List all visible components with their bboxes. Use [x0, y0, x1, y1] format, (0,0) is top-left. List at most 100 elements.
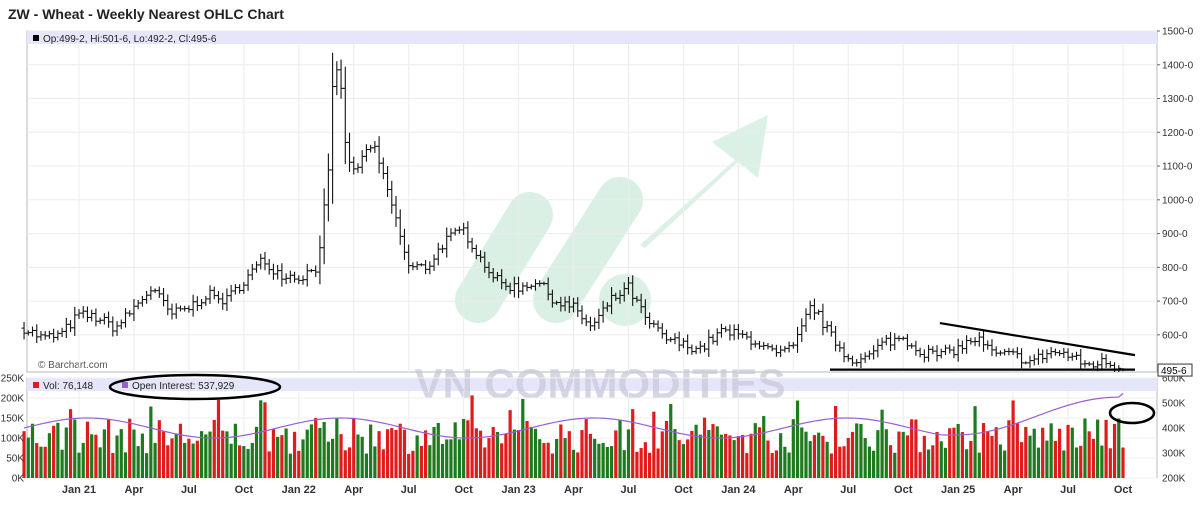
volume-bar	[698, 434, 702, 478]
volume-bar	[119, 429, 123, 478]
oi-tick-label: 600K	[1162, 374, 1186, 385]
volume-bar	[30, 423, 35, 478]
volume-bar	[64, 427, 68, 478]
volume-bar	[567, 431, 571, 478]
x-tick-label: Oct	[235, 484, 254, 496]
chart-title: ZW - Wheat - Weekly Nearest OHLC Chart	[8, 6, 284, 22]
volume-bar	[407, 453, 411, 478]
volume-bar	[521, 399, 525, 478]
volume-bar	[1007, 420, 1011, 478]
volume-bar	[136, 446, 140, 478]
volume-bar	[990, 435, 994, 478]
volume-bar	[292, 431, 297, 478]
volume-bar	[411, 450, 415, 478]
volume-bar	[677, 440, 681, 478]
volume-bar	[115, 435, 119, 478]
volume-bar	[326, 441, 330, 478]
volume-bar	[238, 445, 242, 478]
volume-bar	[998, 444, 1003, 478]
volume-bar	[922, 435, 926, 478]
volume-bar	[1079, 445, 1083, 478]
volume-bar	[390, 428, 394, 478]
volume-bar	[381, 449, 385, 478]
volume-bar	[948, 428, 952, 478]
x-tick-label: Oct	[1114, 484, 1133, 496]
volume-bar	[829, 453, 833, 478]
volume-bar	[77, 452, 81, 478]
volume-bar	[305, 429, 309, 478]
price-tick-label: 1200-0	[1162, 128, 1194, 139]
volume-bar	[943, 447, 948, 478]
volume-bar	[702, 417, 707, 478]
volume-bar	[690, 430, 694, 478]
volume-bar	[648, 452, 652, 478]
volume-bar	[660, 431, 664, 478]
volume-bar	[233, 423, 237, 478]
volume-bar	[81, 442, 85, 478]
volume-bar	[445, 439, 449, 478]
volume-bar	[808, 441, 812, 478]
volume-bar	[373, 446, 377, 478]
price-tick-label: 700-0	[1162, 297, 1188, 308]
volume-bar	[584, 419, 588, 478]
volume-bar	[707, 430, 711, 478]
x-tick-label: Jul	[840, 484, 856, 496]
vol-legend: Vol: 76,148	[43, 381, 93, 392]
price-tick-label: 900-0	[1162, 229, 1188, 240]
volume-bar	[1066, 424, 1070, 478]
volume-bar	[149, 406, 153, 478]
volume-bar	[495, 431, 500, 478]
volume-bar	[935, 431, 939, 478]
volume-bar	[377, 431, 381, 478]
price-tick-label: 1300-0	[1162, 94, 1194, 105]
volume-bar	[140, 433, 145, 478]
volume-bar	[1028, 435, 1032, 478]
volume-bar	[225, 431, 229, 478]
volume-bar	[106, 419, 111, 478]
volume-bar	[276, 436, 280, 478]
price-tick-label: 1400-0	[1162, 60, 1194, 71]
x-tick-label: Apr	[124, 484, 144, 496]
volume-bar	[977, 452, 981, 478]
volume-bar	[791, 419, 795, 478]
volume-bar	[1104, 419, 1108, 478]
volume-bar	[132, 429, 136, 478]
ohlc-legend-swatch	[33, 35, 39, 41]
volume-bar	[740, 434, 745, 478]
volume-bar	[288, 453, 292, 478]
volume-bar	[449, 439, 453, 478]
volume-bar	[965, 449, 969, 478]
volume-legend-band	[27, 378, 1157, 391]
volume-bar	[318, 428, 322, 478]
volume-bar	[339, 434, 343, 478]
volume-bar	[715, 426, 719, 478]
oi-tick-label: 300K	[1162, 449, 1186, 460]
watermark-dot	[599, 274, 651, 326]
volume-bar	[1011, 400, 1015, 478]
volume-bar	[1057, 428, 1062, 478]
volume-bar	[817, 432, 821, 478]
volume-bar	[652, 411, 656, 478]
volume-bar	[157, 420, 161, 478]
volume-bar	[745, 453, 749, 478]
volume-bar	[123, 452, 128, 478]
volume-bar	[1112, 423, 1117, 478]
volume-bar	[229, 443, 233, 478]
volume-bar	[1041, 427, 1045, 478]
volume-bar	[724, 433, 728, 478]
volume-bar	[609, 446, 614, 478]
volume-bar	[542, 443, 546, 478]
volume-bar	[893, 452, 897, 478]
x-tick-label: Oct	[674, 484, 693, 496]
volume-bar	[681, 444, 686, 478]
volume-bar	[719, 434, 724, 478]
price-tick-label: 1500-0	[1162, 27, 1194, 38]
volume-bar	[901, 431, 905, 478]
volume-bar	[94, 434, 98, 478]
volume-bar	[770, 452, 774, 478]
volume-bar	[504, 433, 508, 478]
volume-bar	[1087, 431, 1091, 478]
x-tick-label: Apr	[784, 484, 804, 496]
volume-bar	[960, 432, 964, 478]
volume-bar	[863, 438, 867, 478]
